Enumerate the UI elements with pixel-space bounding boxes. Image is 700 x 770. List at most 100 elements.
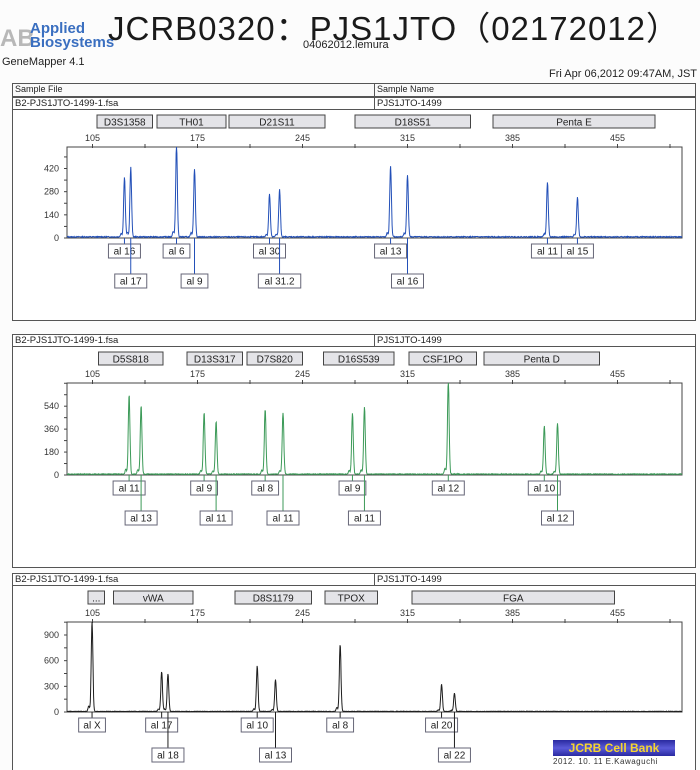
y-tick-label: 140 [44, 210, 59, 220]
allele-box[interactable] [124, 510, 158, 526]
marker-box[interactable] [234, 590, 312, 605]
allele-box[interactable] [266, 510, 300, 526]
marker-vwa[interactable]: vWA [113, 590, 194, 605]
allele-call[interactable]: al 12 [431, 475, 465, 496]
marker-box[interactable] [408, 351, 477, 366]
allele-box[interactable] [326, 717, 355, 733]
allele-call[interactable]: al 11 [199, 475, 233, 526]
marker-label: FGA [503, 594, 524, 605]
allele-box[interactable] [240, 717, 274, 733]
allele-box[interactable] [257, 273, 302, 289]
marker-d16s539[interactable]: D16S539 [323, 351, 395, 366]
allele-call[interactable]: al 18 [151, 712, 185, 763]
marker-d21s11[interactable]: D21S11 [228, 114, 326, 129]
allele-call[interactable]: al 31.2 [257, 238, 302, 289]
marker-box[interactable] [411, 590, 615, 605]
marker-box[interactable] [323, 351, 395, 366]
marker-d3s1358[interactable]: D3S1358 [96, 114, 153, 129]
marker-box[interactable] [186, 351, 243, 366]
marker-box[interactable] [246, 351, 303, 366]
marker-csf1po[interactable]: CSF1PO [408, 351, 477, 366]
marker-pentad[interactable]: Penta D [483, 351, 600, 366]
allele-call[interactable]: al 20 [425, 712, 459, 733]
allele-box[interactable] [560, 243, 594, 259]
allele-call[interactable]: al 10 [527, 475, 561, 496]
allele-call[interactable]: al 30 [253, 238, 286, 259]
allele-box[interactable] [425, 717, 459, 733]
allele-box[interactable] [253, 243, 286, 259]
allele-box[interactable] [114, 273, 148, 289]
marker-box[interactable] [228, 114, 326, 129]
allele-call[interactable]: al X [78, 712, 106, 733]
sample-row: B2-PJS1JTO-1499-1.fsa PJS1JTO-1499 [13, 574, 695, 586]
marker-box[interactable] [324, 590, 378, 605]
allele-call[interactable]: al 9 [338, 475, 367, 496]
marker-box[interactable] [492, 114, 656, 129]
allele-call[interactable]: al 8 [326, 712, 355, 733]
marker-th01[interactable]: TH01 [156, 114, 227, 129]
allele-box[interactable] [162, 243, 191, 259]
plot-area [66, 621, 683, 713]
allele-call[interactable]: al 13 [124, 475, 158, 526]
marker-box[interactable] [156, 114, 227, 129]
marker-box[interactable] [483, 351, 600, 366]
allele-label: al 20 [431, 721, 453, 732]
marker-pentae[interactable]: Penta E [492, 114, 656, 129]
x-tick-label: 245 [295, 369, 310, 379]
allele-call[interactable]: al 17 [114, 238, 148, 289]
marker-box[interactable] [98, 351, 164, 366]
allele-call[interactable]: al 9 [180, 238, 209, 289]
allele-box[interactable] [347, 510, 381, 526]
allele-call[interactable]: al 16 [391, 238, 424, 289]
marker-label: TH01 [179, 118, 204, 129]
allele-box[interactable] [338, 480, 367, 496]
marker-box[interactable] [87, 590, 105, 605]
allele-call[interactable]: al 6 [162, 238, 191, 259]
allele-call[interactable]: al 13 [374, 238, 408, 259]
allele-call[interactable]: al 8 [251, 475, 280, 496]
allele-box[interactable] [251, 480, 280, 496]
allele-box[interactable] [391, 273, 424, 289]
marker-d8s1179[interactable]: D8S1179 [234, 590, 312, 605]
allele-call[interactable]: al 13 [259, 712, 292, 763]
marker-d7s820[interactable]: D7S820 [246, 351, 303, 366]
marker-d13s317[interactable]: D13S317 [186, 351, 243, 366]
marker-d5s818[interactable]: D5S818 [98, 351, 164, 366]
marker-tpox[interactable]: TPOX [324, 590, 378, 605]
marker-fga[interactable]: FGA [411, 590, 615, 605]
allele-box[interactable] [259, 747, 292, 763]
allele-box[interactable] [199, 510, 233, 526]
page-subtitle: 04062012.lemura [303, 39, 389, 51]
col-sample-name: Sample Name [377, 84, 435, 94]
allele-box[interactable] [541, 510, 574, 526]
panel-green: B2-PJS1JTO-1499-1.fsa PJS1JTO-1499 D5S818 D… [12, 334, 696, 568]
allele-box[interactable] [145, 717, 179, 733]
marker-box[interactable] [113, 590, 194, 605]
allele-box[interactable] [374, 243, 408, 259]
marker-box[interactable] [96, 114, 153, 129]
marker-[interactable]: ... [87, 590, 105, 605]
marker-box[interactable] [354, 114, 471, 129]
allele-call[interactable]: al 11 [530, 238, 564, 259]
allele-box[interactable] [151, 747, 185, 763]
allele-call[interactable]: al 17 [145, 712, 179, 733]
allele-box[interactable] [190, 480, 218, 496]
allele-call[interactable]: al 11 [266, 475, 300, 526]
marker-label: Penta E [556, 118, 592, 129]
allele-box[interactable] [107, 243, 141, 259]
allele-box[interactable] [437, 747, 471, 763]
allele-call[interactable]: al 11 [347, 475, 381, 526]
allele-call[interactable]: al 9 [190, 475, 218, 496]
marker-d18s51[interactable]: D18S51 [354, 114, 471, 129]
allele-box[interactable] [527, 480, 561, 496]
allele-call[interactable]: al 22 [437, 712, 471, 763]
allele-call[interactable]: al 10 [240, 712, 274, 733]
allele-call[interactable]: al 15 [560, 238, 594, 259]
allele-call[interactable]: al 11 [112, 475, 146, 496]
allele-call[interactable]: al 12 [541, 475, 574, 526]
allele-box[interactable] [112, 480, 146, 496]
allele-call[interactable]: al 16 [107, 238, 141, 259]
allele-box[interactable] [180, 273, 209, 289]
allele-box[interactable] [431, 480, 465, 496]
allele-box[interactable] [78, 717, 106, 733]
